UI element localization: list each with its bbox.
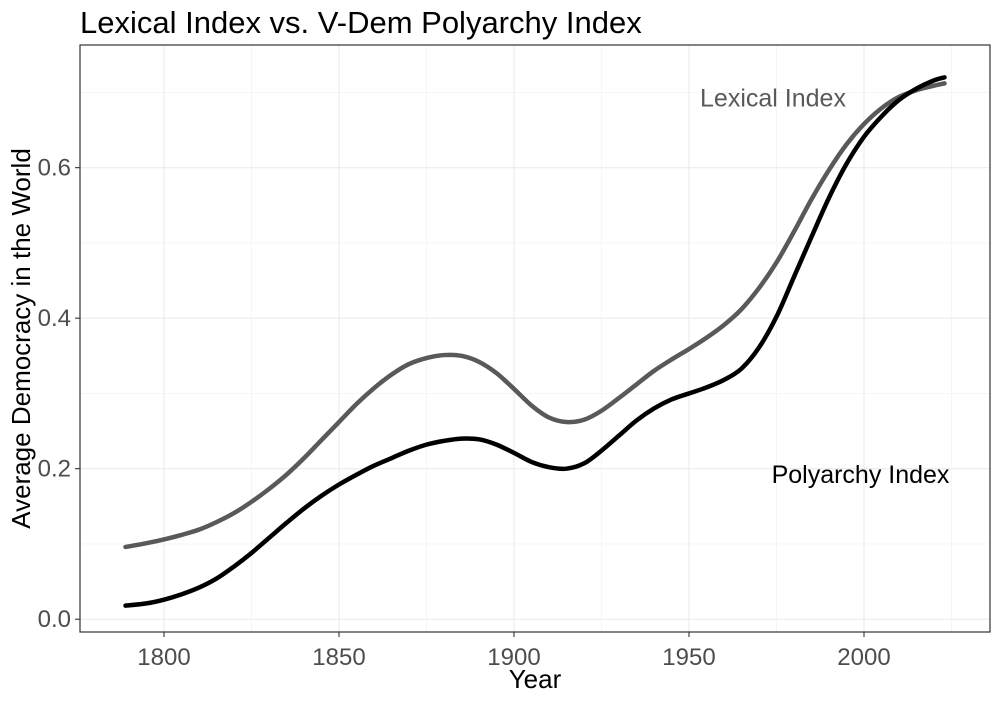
annotation-layer: Lexical Index Polyarchy Index <box>700 85 950 489</box>
series-layer <box>123 75 947 608</box>
lexical-index-line <box>123 81 947 550</box>
x-tick-label: 2000 <box>837 644 890 671</box>
y-tick-label: 0.6 <box>38 155 71 182</box>
axis-layer: 1800 1850 1900 1950 2000 0.0 0.2 0.4 0.6 <box>38 155 891 671</box>
x-tick-label: 1950 <box>662 644 715 671</box>
grid-layer <box>80 45 990 632</box>
chart-title: Lexical Index vs. V-Dem Polyarchy Index <box>80 5 642 40</box>
x-tick-label: 1800 <box>137 644 190 671</box>
panel-border <box>79 44 991 633</box>
x-axis-title: Year <box>509 664 562 694</box>
x-tick-label: 1900 <box>487 644 540 671</box>
y-tick-label: 0.0 <box>38 606 71 633</box>
polyarchy-index-line <box>123 75 947 608</box>
y-tick-label: 0.2 <box>38 456 71 483</box>
polyarchy-index-label: Polyarchy Index <box>772 461 950 489</box>
x-tick-label: 1850 <box>312 644 365 671</box>
y-axis-title: Average Democracy in the World <box>6 148 36 529</box>
y-tick-label: 0.4 <box>38 305 71 332</box>
lexical-index-label: Lexical Index <box>700 85 846 113</box>
